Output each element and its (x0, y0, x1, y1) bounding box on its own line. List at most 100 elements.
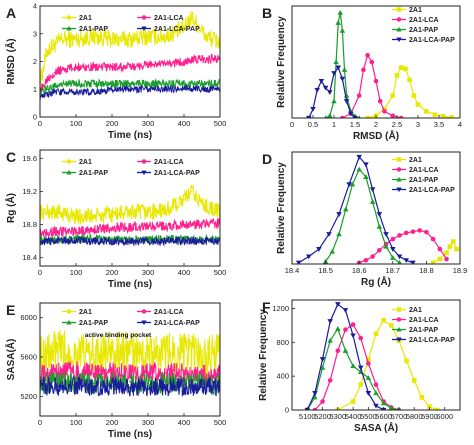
data-point (369, 199, 376, 204)
x-tick-label: 3.5 (434, 120, 444, 129)
y-tick-label: 4 (33, 2, 37, 11)
data-point (147, 354, 149, 356)
data-point (147, 88, 149, 91)
data-point (312, 407, 318, 410)
x-tick-label: 300 (142, 119, 155, 128)
legend-entry: 2A1-LCA-PAP (392, 337, 455, 344)
data-point (190, 190, 192, 193)
legend-marker (66, 169, 72, 175)
legend-entry: 2A1-PAP (62, 169, 108, 177)
x-tick-label: 5300 (329, 412, 346, 421)
panel-label: F (262, 299, 271, 315)
y-axis-title: SASA(Å) (4, 339, 17, 381)
data-point (319, 364, 326, 370)
x-tick-label: 200 (106, 268, 119, 277)
legend-label: 2A1-PAP (79, 320, 108, 327)
data-point (201, 82, 203, 85)
series-2a1 (40, 11, 220, 93)
data-point (377, 98, 383, 104)
data-point (57, 350, 59, 352)
legend-marker (396, 157, 402, 162)
data-point (343, 327, 348, 332)
data-point (183, 240, 185, 242)
data-point (407, 77, 412, 83)
panel-label: C (6, 149, 16, 165)
y-tick-label: 5600 (20, 353, 37, 362)
data-point (358, 335, 364, 341)
data-point (327, 378, 333, 383)
data-point (340, 115, 345, 118)
data-point (165, 352, 167, 354)
data-point (326, 232, 332, 237)
panel-e: 0 100 200 300 400 500 5200 5600 6000 Time (ns) SAS… (4, 302, 226, 440)
series-2a1-lca (40, 53, 220, 97)
legend-label: 2A1 (79, 159, 92, 166)
data-point (342, 308, 349, 313)
x-tick-label: 200 (106, 119, 119, 128)
series-group (306, 9, 454, 118)
x-axis-title: Rg (Å) (361, 275, 391, 288)
series-2a1-pap (305, 326, 401, 410)
data-point (363, 257, 369, 263)
legend-entry: 2A1-LCA-PAP (392, 37, 455, 44)
data-point (165, 209, 167, 212)
legend-marker (396, 17, 402, 22)
data-point (383, 232, 389, 237)
data-point (190, 16, 192, 18)
trace-line (40, 84, 220, 101)
trace-line (40, 376, 220, 397)
data-point (183, 223, 185, 226)
legend-marker (396, 26, 402, 32)
trace-line (40, 235, 220, 247)
data-point (60, 82, 63, 85)
legend-marker (141, 159, 147, 164)
series-2a1-lca (356, 228, 449, 264)
data-point (327, 113, 333, 118)
data-point (356, 93, 362, 98)
data-point (349, 181, 356, 187)
series-line (325, 168, 400, 264)
series-2a1-lca (312, 322, 402, 410)
x-axis-title: Time (ns) (108, 130, 152, 141)
data-point (204, 35, 207, 38)
data-point (111, 240, 113, 242)
trace-line (40, 11, 220, 93)
data-point (341, 67, 348, 72)
data-point (339, 76, 346, 82)
data-point (165, 371, 167, 374)
data-point (111, 82, 113, 85)
legend-entry: 2A1-PAP (392, 26, 438, 34)
series-2a1-lca-pap (304, 302, 387, 410)
x-tick-label: 300 (142, 268, 155, 277)
data-point (376, 223, 383, 229)
data-point (318, 78, 325, 84)
data-point (335, 348, 341, 354)
data-point (165, 385, 167, 388)
legend-label: 2A1-LCA-PAP (409, 187, 455, 194)
y-tick-label: 800 (276, 338, 289, 347)
x-tick-label: 1 (332, 120, 336, 129)
data-point (93, 82, 95, 85)
data-point (363, 174, 369, 179)
data-point (183, 386, 185, 389)
data-point (390, 255, 396, 260)
data-point (111, 352, 113, 354)
legend-label: 2A1-LCA (409, 167, 439, 174)
legend-entry: 2A1 (392, 307, 422, 314)
legend-marker (396, 326, 402, 332)
legend-label: 2A1-LCA (154, 159, 184, 166)
data-point (147, 63, 149, 66)
panel-d: 18.4 18.5 18.6 18.7 18.8 18.9 Rg (Å) Relative F… (262, 151, 467, 288)
legend-entry: 2A1-LCA-PAP (137, 170, 200, 177)
data-point (165, 240, 167, 242)
data-point (432, 112, 438, 117)
data-point (312, 391, 318, 396)
series-line (342, 53, 402, 118)
data-point (348, 111, 354, 117)
panel-f: 5100520053005400550056005700580059006000… (258, 299, 461, 434)
data-point (129, 373, 131, 376)
data-point (201, 203, 203, 205)
x-axis-title: RMSD (Å) (353, 129, 399, 142)
data-point (306, 115, 312, 118)
legend-label: 2A1-LCA-PAP (409, 337, 455, 344)
